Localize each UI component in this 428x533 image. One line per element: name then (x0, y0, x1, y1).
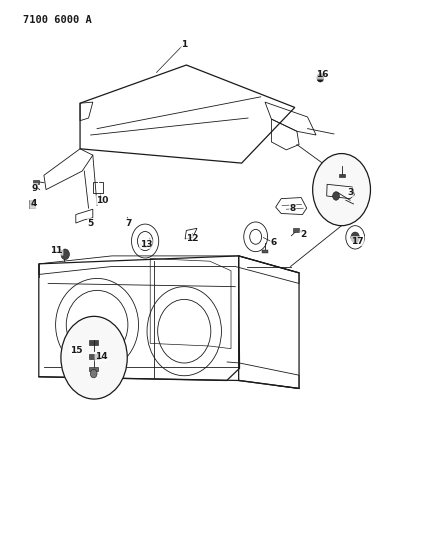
Bar (262, 249, 268, 253)
Text: 11: 11 (51, 246, 63, 255)
Bar (89, 354, 99, 359)
Bar (89, 367, 98, 372)
Bar (339, 174, 345, 177)
Bar (293, 228, 299, 231)
Text: 12: 12 (187, 235, 199, 244)
Circle shape (351, 232, 360, 243)
Text: 2: 2 (300, 230, 306, 239)
Text: 16: 16 (316, 70, 329, 79)
Text: 10: 10 (96, 196, 109, 205)
Text: 4: 4 (30, 199, 36, 208)
Text: 17: 17 (351, 237, 364, 246)
Text: 9: 9 (31, 183, 38, 192)
Text: 13: 13 (140, 240, 152, 249)
Bar (33, 180, 39, 184)
Text: 1: 1 (181, 41, 187, 50)
Text: 3: 3 (347, 188, 353, 197)
Text: 15: 15 (70, 346, 82, 355)
Circle shape (61, 249, 69, 260)
Text: 7100 6000 A: 7100 6000 A (23, 15, 92, 25)
Text: 7: 7 (126, 219, 132, 228)
Text: 8: 8 (289, 204, 296, 213)
Circle shape (61, 317, 127, 399)
Circle shape (90, 369, 97, 378)
Bar (89, 340, 98, 345)
Bar (29, 205, 35, 208)
Circle shape (312, 154, 371, 225)
Circle shape (317, 74, 324, 82)
Text: 5: 5 (88, 219, 94, 228)
Text: 14: 14 (95, 352, 107, 361)
Bar (29, 200, 35, 204)
Text: 6: 6 (270, 238, 276, 247)
Circle shape (333, 192, 339, 200)
